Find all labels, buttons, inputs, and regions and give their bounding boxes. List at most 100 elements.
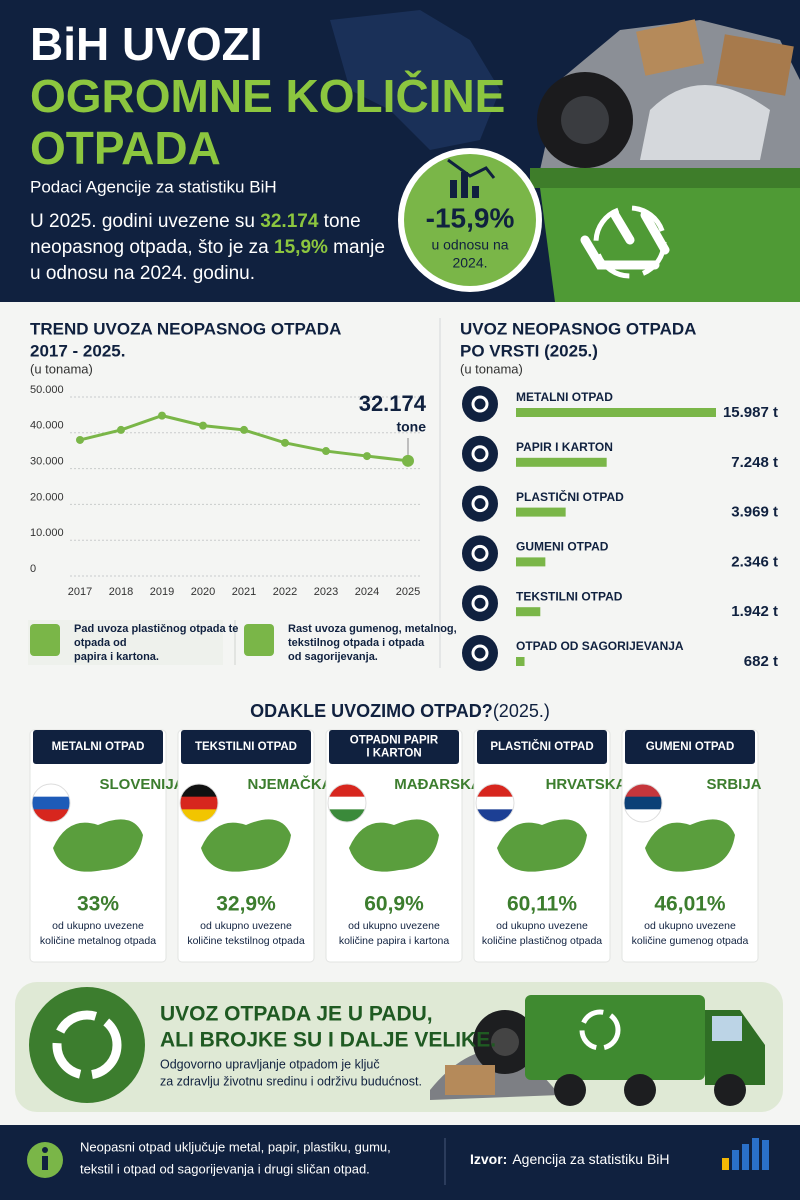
flag-border [475, 783, 515, 823]
card-tab [477, 730, 607, 764]
card-description: od ukupno uvezene [496, 920, 588, 932]
y-tick-label: 50.000 [30, 384, 64, 396]
card-percent: 33% [77, 893, 119, 916]
value-label: 682 t [744, 653, 778, 670]
badge-icon [447, 158, 496, 198]
card-country: SLOVENIJA [99, 776, 184, 793]
category-icon [462, 485, 498, 522]
note-icon [244, 624, 274, 656]
badge-text: u odnosu na [431, 237, 508, 253]
flag-stripe [32, 784, 70, 797]
card-category: OTPADNI PAPIR [350, 735, 439, 747]
category-label: PLASTIČNI OTPAD [516, 489, 624, 504]
card-category: METALNI OTPAD [52, 741, 145, 753]
intro-line: neopasnog otpada, što je za 15,9% manje [30, 237, 385, 258]
map-silhouette [330, 10, 500, 150]
footer-note: Neopasni otpad uključuje metal, papir, p… [80, 1139, 391, 1154]
banner-text: Odgovorno upravljanje otpadom je ključ [160, 1057, 380, 1071]
card-description: količine metalnog otpada [40, 935, 156, 947]
x-tick-label: 2021 [232, 586, 256, 598]
card-country: SRBIJA [706, 776, 761, 793]
annotation-unit: tone [396, 419, 426, 435]
bar [516, 457, 607, 467]
flag-border [31, 783, 71, 823]
note-box [28, 620, 223, 665]
data-point [199, 421, 207, 430]
card-tab [33, 730, 163, 764]
x-tick-label: 2020 [191, 586, 215, 598]
category-glyph [471, 445, 489, 463]
flag-stripe [328, 809, 366, 822]
category-icon [462, 635, 498, 671]
card-description: količine tekstilnog otpada [187, 935, 304, 947]
x-tick-label: 2024 [355, 586, 379, 598]
card-tab [329, 730, 459, 764]
data-point [158, 411, 166, 420]
section-title-main: ODAKLE UVOZIMO OTPAD? [250, 701, 493, 721]
source-label: Izvor: [470, 1151, 507, 1167]
banner-icon [29, 987, 145, 1103]
value-label: 1.942 t [731, 603, 778, 620]
flag-stripe [476, 809, 514, 822]
category-glyph [471, 495, 489, 513]
card-category: TEKSTILNI OTPAD [195, 741, 297, 753]
category-glyph [471, 594, 489, 612]
footer-note: tekstil i otpad od sagorijevanja i drugi… [80, 1161, 370, 1176]
card-percent: 46,01% [654, 893, 726, 916]
intro-segment: U 2025. godini uvezene su [30, 211, 260, 232]
category-icon [462, 386, 498, 422]
flag-stripe [32, 796, 70, 810]
y-tick-label: 40.000 [30, 420, 64, 432]
note-text: otpada od [74, 637, 127, 649]
recycle-symbol [52, 1010, 122, 1080]
x-tick-label: 2018 [109, 586, 133, 598]
card-percent: 60,11% [507, 893, 577, 916]
card-description: od ukupno uvezene [200, 920, 292, 932]
card-percent: 32,9% [216, 893, 276, 916]
y-tick-label: 30.000 [30, 456, 64, 468]
x-tick-label: 2023 [314, 586, 338, 598]
source-text: Agencija za statistiku BiH [512, 1151, 669, 1167]
note-text: Rast uvoza gumenog, metalnog, [288, 623, 457, 635]
intro-segment: neopasnog otpada, što je za [30, 237, 274, 258]
title-line: BiH UVOZI [30, 18, 263, 70]
data-point [240, 425, 248, 434]
banner-title: UVOZ OTPADA JE U PADU, [160, 1003, 433, 1026]
section-title: ODAKLE UVOZIMO OTPAD?(2025.) [250, 701, 550, 721]
country-map [645, 819, 735, 872]
card-description: količine plastičnog otpada [482, 935, 602, 947]
x-tick-label: 2022 [273, 586, 297, 598]
card-description: od ukupno uvezene [348, 920, 440, 932]
banner-text: za zdravlju životnu sredinu i održivu bu… [160, 1074, 422, 1088]
section-title-year: (2025.) [493, 701, 550, 721]
flag-border [179, 783, 219, 823]
bar [516, 408, 716, 417]
note-text: papira i kartona. [74, 651, 159, 663]
flag-border [623, 783, 663, 823]
card-percent: 60,9% [364, 893, 424, 916]
category-glyph [471, 644, 489, 662]
category-glyph [471, 395, 489, 413]
y-tick-label: 0 [30, 563, 36, 575]
flag-border [327, 783, 367, 823]
note-text: Pad uvoza plastičnog otpada te [74, 623, 238, 635]
note-text: tekstilnog otpada i otpada [288, 637, 425, 649]
card-description: količine gumenog otpada [632, 935, 749, 947]
intro-line: u odnosu na 2024. godinu. [30, 263, 255, 284]
info-glyph [42, 1147, 48, 1153]
footer-bg [0, 1125, 800, 1200]
x-tick-label: 2017 [68, 586, 92, 598]
x-tick-label: 2019 [150, 586, 174, 598]
y-tick-label: 10.000 [30, 527, 64, 539]
intro-segment: manje [328, 237, 385, 258]
y-tick-label: 20.000 [30, 491, 64, 503]
subtitle: Podaci Agencije za statistiku BiH [30, 177, 277, 196]
country-map [497, 819, 587, 872]
category-label: OTPAD OD SAGORIJEVANJA [516, 639, 684, 653]
value-label: 2.346 t [731, 553, 778, 570]
chart-title: PO VRSTI (2025.) [460, 341, 598, 360]
country-map [53, 819, 143, 872]
flag-stripe [180, 796, 218, 810]
category-label: TEKSTILNI OTPAD [516, 589, 623, 603]
